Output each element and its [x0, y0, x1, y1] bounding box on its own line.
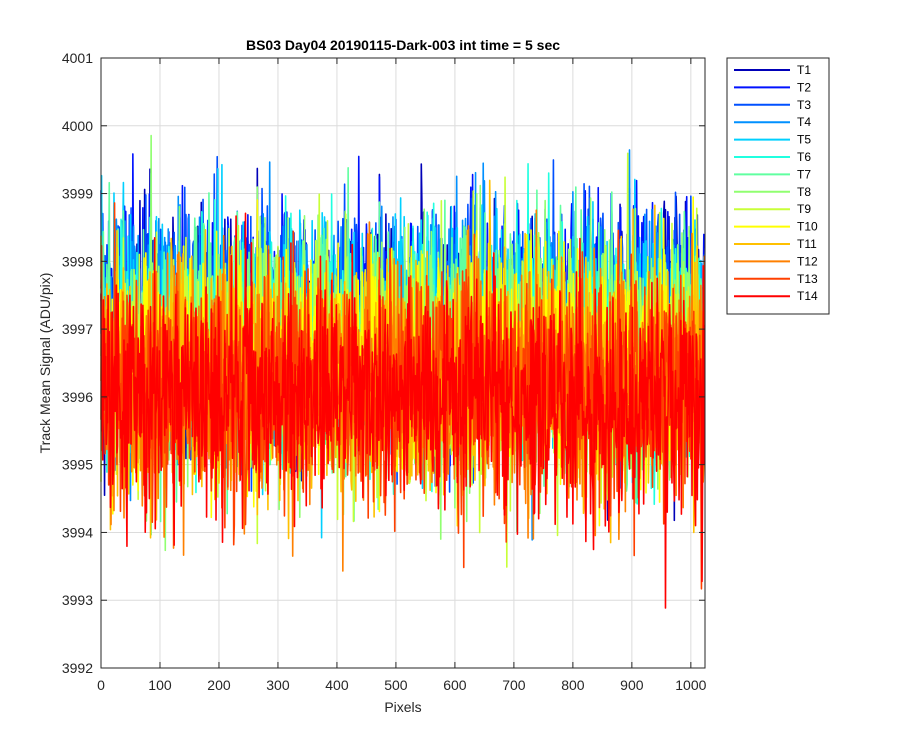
y-tick-label: 3998	[62, 253, 93, 269]
legend-label-T3: T3	[797, 98, 811, 112]
legend-label-T5: T5	[797, 133, 811, 147]
legend-items: T1 T2 T3 T4 T5 T6 T7 T8 T9 T10 T11 T12 T13 T14	[734, 63, 818, 303]
y-tick-label: 3999	[62, 186, 93, 202]
legend-label-T11: T11	[797, 237, 817, 251]
legend-label-T9: T9	[797, 202, 811, 216]
x-tick-label: 400	[325, 677, 349, 693]
y-tick-label: 3995	[62, 457, 93, 473]
x-tick-label: 700	[502, 677, 526, 693]
x-axis-ticks: 0 100 200 300 400 500 600 700 800 900 1000	[97, 58, 707, 693]
legend-label-T14: T14	[797, 289, 818, 303]
y-axis-label: Track Mean Signal (ADU/pix)	[37, 273, 53, 454]
y-tick-label: 3996	[62, 389, 93, 405]
y-tick-label: 4000	[62, 118, 93, 134]
y-tick-label: 3992	[62, 660, 93, 676]
legend-label-T6: T6	[797, 150, 811, 164]
x-tick-label: 500	[384, 677, 408, 693]
x-tick-label: 1000	[675, 677, 706, 693]
y-axis-ticks: 3992 3993 3994 3995 3996 3997 3998 3999 4000 4001	[62, 50, 705, 676]
legend-label-T10: T10	[797, 220, 818, 234]
legend-label-T2: T2	[797, 80, 811, 94]
axes-box	[100, 57, 706, 669]
legend: T1 T2 T3 T4 T5 T6 T7 T8 T9 T10 T11 T12 T13 T14	[726, 57, 830, 315]
series-line-T14	[100, 212, 706, 609]
legend-label-T7: T7	[797, 167, 811, 181]
y-tick-label: 3993	[62, 592, 93, 608]
x-tick-label: 300	[266, 677, 290, 693]
x-tick-label: 800	[561, 677, 585, 693]
x-tick-label: 100	[148, 677, 172, 693]
x-axis-label: Pixels	[384, 699, 421, 715]
chart-title: BS03 Day04 20190115-Dark-003 int time = …	[246, 37, 560, 53]
x-tick-label: 600	[443, 677, 467, 693]
legend-label-T12: T12	[797, 254, 818, 268]
legend-label-T1: T1	[797, 63, 811, 77]
legend-label-T4: T4	[797, 115, 811, 129]
series-group	[100, 134, 706, 609]
plot-area: 0 100 200 300 400 500 600 700 800 900 1000 3992399…	[62, 50, 707, 693]
legend-label-T8: T8	[797, 185, 811, 199]
y-tick-label: 3994	[62, 524, 93, 540]
y-tick-label: 4001	[62, 50, 93, 66]
x-tick-label: 0	[97, 677, 105, 693]
legend-box	[726, 57, 830, 315]
legend-label-T13: T13	[797, 272, 818, 286]
x-tick-label: 200	[207, 677, 231, 693]
y-tick-label: 3997	[62, 321, 93, 337]
x-tick-label: 900	[620, 677, 644, 693]
